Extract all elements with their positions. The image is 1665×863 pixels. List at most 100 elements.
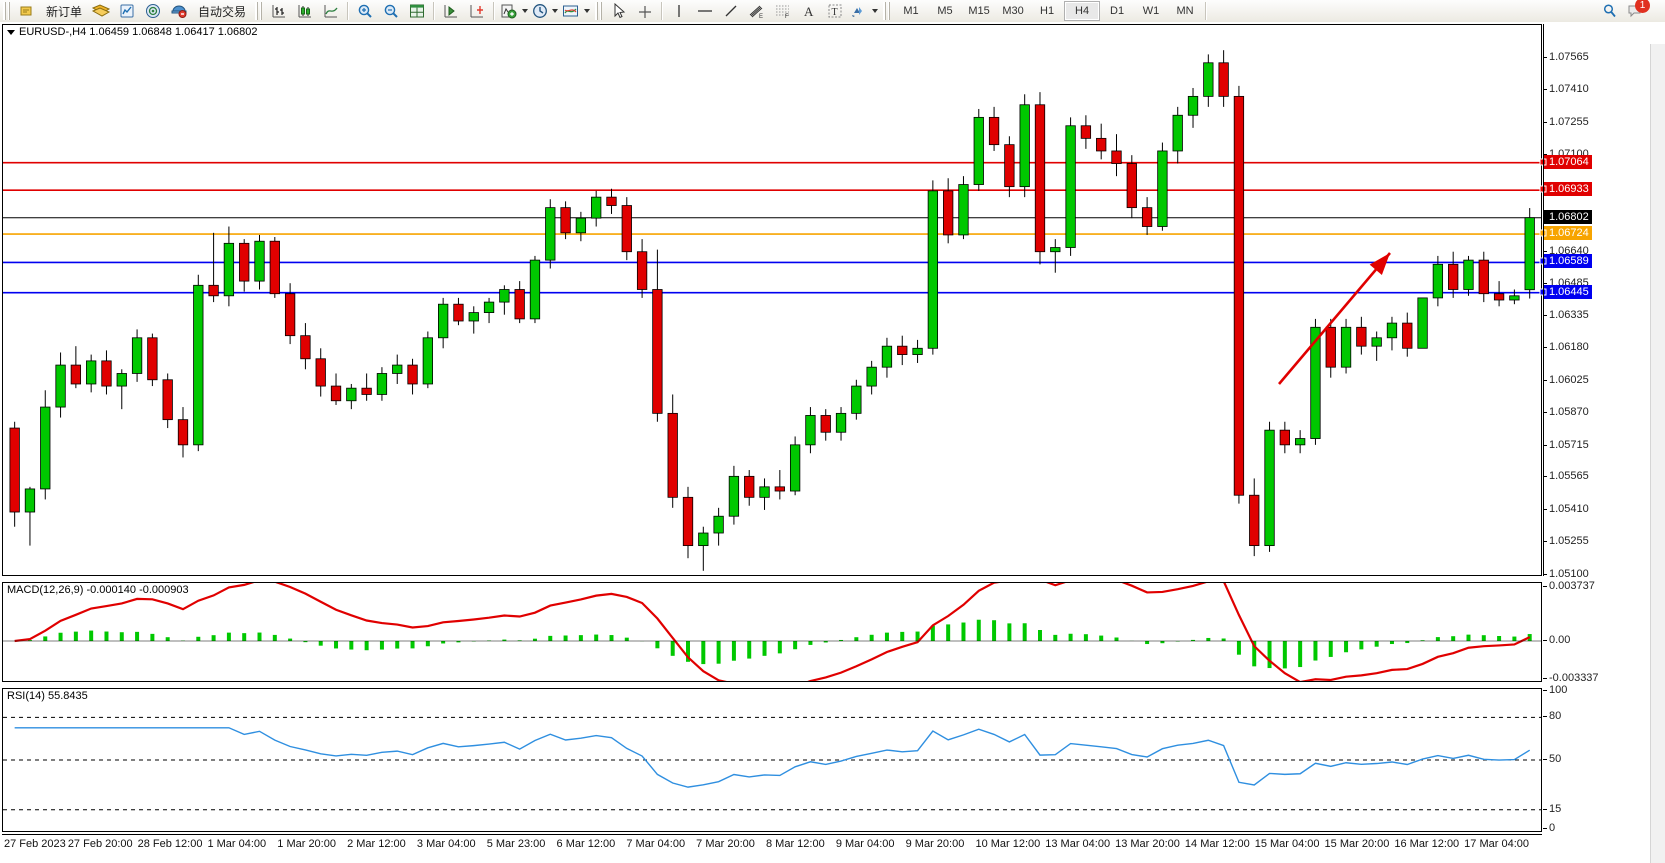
toolbar-grip[interactable]	[3, 2, 11, 20]
trendline-icon[interactable]	[718, 1, 744, 21]
price-plot	[3, 50, 1541, 571]
time-tick: 9 Mar 04:00	[835, 838, 895, 850]
toolbar-separator-2	[433, 2, 436, 20]
cursor-icon[interactable]	[606, 1, 632, 21]
new-order-button[interactable]: 新订单	[46, 4, 83, 19]
price-level-label-resistance-2[interactable]: 1.06933	[1544, 182, 1592, 197]
svg-text:F: F	[785, 14, 789, 19]
notification-badge: 1	[1635, 0, 1650, 13]
notifications-icon[interactable]: 1	[1623, 0, 1650, 21]
timeframe-m1[interactable]: M1	[903, 5, 919, 17]
search-icon[interactable]	[1597, 1, 1623, 21]
toolbar-separator-4	[661, 2, 664, 20]
price-level-label-pivot[interactable]: 1.06724	[1544, 226, 1592, 241]
rsi-tick: 50	[1542, 753, 1562, 765]
text-label-icon[interactable]: T	[822, 1, 848, 21]
price-level-label-resistance-1[interactable]: 1.07064	[1544, 154, 1592, 169]
macd-pane[interactable]: MACD(12,26,9) -0.000140 -0.000903	[2, 582, 1542, 682]
chart-menu-caret-icon[interactable]	[7, 29, 15, 35]
crosshair-icon[interactable]	[632, 1, 658, 21]
equidistant-channel-icon[interactable]: E	[744, 1, 770, 21]
zoom-out-icon[interactable]	[378, 1, 404, 21]
chevron-down-icon-3[interactable]	[584, 9, 591, 13]
fibonacci-icon[interactable]: F	[770, 1, 796, 21]
toolbar-grip-2[interactable]	[255, 2, 264, 20]
macd-label: MACD(12,26,9) -0.000140 -0.000903	[7, 584, 189, 596]
vertical-line-icon[interactable]	[666, 1, 692, 21]
price-axis[interactable]: 1.075651.074101.072551.071001.066401.064…	[1539, 24, 1663, 580]
time-tick: 7 Mar 04:00	[626, 838, 686, 850]
vertical-scrollbar[interactable]	[1650, 44, 1665, 863]
chevron-down-icon[interactable]	[522, 9, 529, 13]
macd-tick: -0.003337	[1543, 672, 1599, 684]
time-tick: 7 Mar 20:00	[696, 838, 755, 850]
rsi-pane[interactable]: RSI(14) 55.8435	[2, 688, 1542, 832]
chart-area[interactable]: EURUSD-,H4 1.06459 1.06848 1.06417 1.068…	[0, 22, 1665, 863]
macd-axis: 0.003737 0.00 -0.003337	[1542, 580, 1663, 684]
rsi-tick: 0	[1542, 822, 1556, 834]
toolbar-grip-3[interactable]	[595, 2, 604, 20]
price-tick: 1.05100	[1543, 568, 1589, 580]
time-tick: 10 Mar 12:00	[975, 838, 1041, 850]
price-tick: 1.05565	[1543, 470, 1589, 483]
price-pane[interactable]: EURUSD-,H4 1.06459 1.06848 1.06417 1.068…	[2, 24, 1542, 576]
main-toolbar: 新订单 自动交易	[0, 0, 1665, 23]
market-watch-icon[interactable]	[114, 1, 140, 21]
time-tick: 5 Mar 23:00	[486, 838, 546, 850]
chevron-down-icon-2[interactable]	[552, 9, 559, 13]
bar-chart-icon[interactable]	[266, 1, 292, 21]
tile-windows-icon[interactable]	[404, 1, 430, 21]
price-tick: 1.05715	[1543, 438, 1589, 451]
horizontal-line-icon[interactable]	[692, 1, 718, 21]
time-tick: 8 Mar 12:00	[766, 838, 825, 850]
periods-icon[interactable]	[530, 1, 560, 21]
navigator-icon[interactable]	[140, 1, 166, 21]
timeframe-m15[interactable]: M15	[968, 5, 990, 17]
autotrading-icon[interactable]	[166, 1, 192, 21]
candlestick-chart-icon[interactable]	[292, 1, 318, 21]
rsi-axis: 100 80 50 15 0	[1542, 684, 1663, 834]
timeframe-h1[interactable]: H1	[1040, 5, 1055, 17]
indicators-icon[interactable]	[498, 1, 530, 21]
new-order-icon[interactable]	[14, 1, 40, 21]
svg-text:T: T	[832, 7, 838, 18]
price-tick: 1.06180	[1543, 341, 1589, 354]
toolbar-grip-4[interactable]	[883, 2, 892, 20]
time-tick: 17 Mar 04:00	[1464, 838, 1529, 850]
price-tick: 1.05870	[1543, 406, 1589, 419]
time-tick: 3 Mar 04:00	[416, 838, 476, 850]
chevron-down-icon-4[interactable]	[872, 9, 879, 13]
time-tick: 14 Mar 12:00	[1184, 838, 1250, 850]
price-level-label-last-price[interactable]: 1.06802	[1544, 209, 1592, 224]
timeframe-m5[interactable]: M5	[937, 5, 953, 17]
timeframe-h4[interactable]: H4	[1064, 1, 1101, 21]
timeframe-d1[interactable]: D1	[1110, 5, 1125, 17]
svg-text:E: E	[759, 14, 763, 19]
time-tick: 15 Mar 20:00	[1324, 838, 1390, 850]
profiles-icon[interactable]	[88, 1, 114, 21]
timeframe-mn[interactable]: MN	[1176, 5, 1194, 17]
rsi-tick: 15	[1542, 802, 1562, 815]
price-axis-line	[1543, 24, 1544, 576]
time-tick: 13 Mar 20:00	[1115, 838, 1180, 850]
autotrading-button[interactable]: 自动交易	[198, 4, 247, 19]
price-level-label-support-1[interactable]: 1.06589	[1544, 254, 1592, 269]
line-chart-icon[interactable]	[318, 1, 344, 21]
chart-shift-icon[interactable]	[464, 1, 490, 21]
objects-icon[interactable]	[848, 1, 880, 21]
text-icon[interactable]: A	[796, 1, 822, 21]
rsi-label: RSI(14) 55.8435	[7, 690, 88, 702]
timeframe-w1[interactable]: W1	[1142, 5, 1160, 17]
templates-icon[interactable]	[560, 1, 592, 21]
toolbar-separator-5	[1205, 2, 1208, 20]
rsi-tick: 80	[1542, 710, 1562, 723]
price-level-label-support-2[interactable]: 1.06445	[1544, 284, 1592, 299]
zoom-in-icon[interactable]	[352, 1, 378, 21]
timeframe-m30[interactable]: M30	[1002, 5, 1024, 17]
time-tick: 16 Mar 12:00	[1394, 838, 1460, 850]
time-axis[interactable]: 27 Feb 2023 27 Feb 20:00 28 Feb 12:00 1 Mar…	[2, 834, 1542, 859]
price-tick: 1.05410	[1543, 502, 1589, 515]
shift-end-icon[interactable]	[438, 1, 464, 21]
time-tick: 2 Mar 12:00	[347, 838, 406, 850]
rsi-plot	[3, 716, 1541, 811]
